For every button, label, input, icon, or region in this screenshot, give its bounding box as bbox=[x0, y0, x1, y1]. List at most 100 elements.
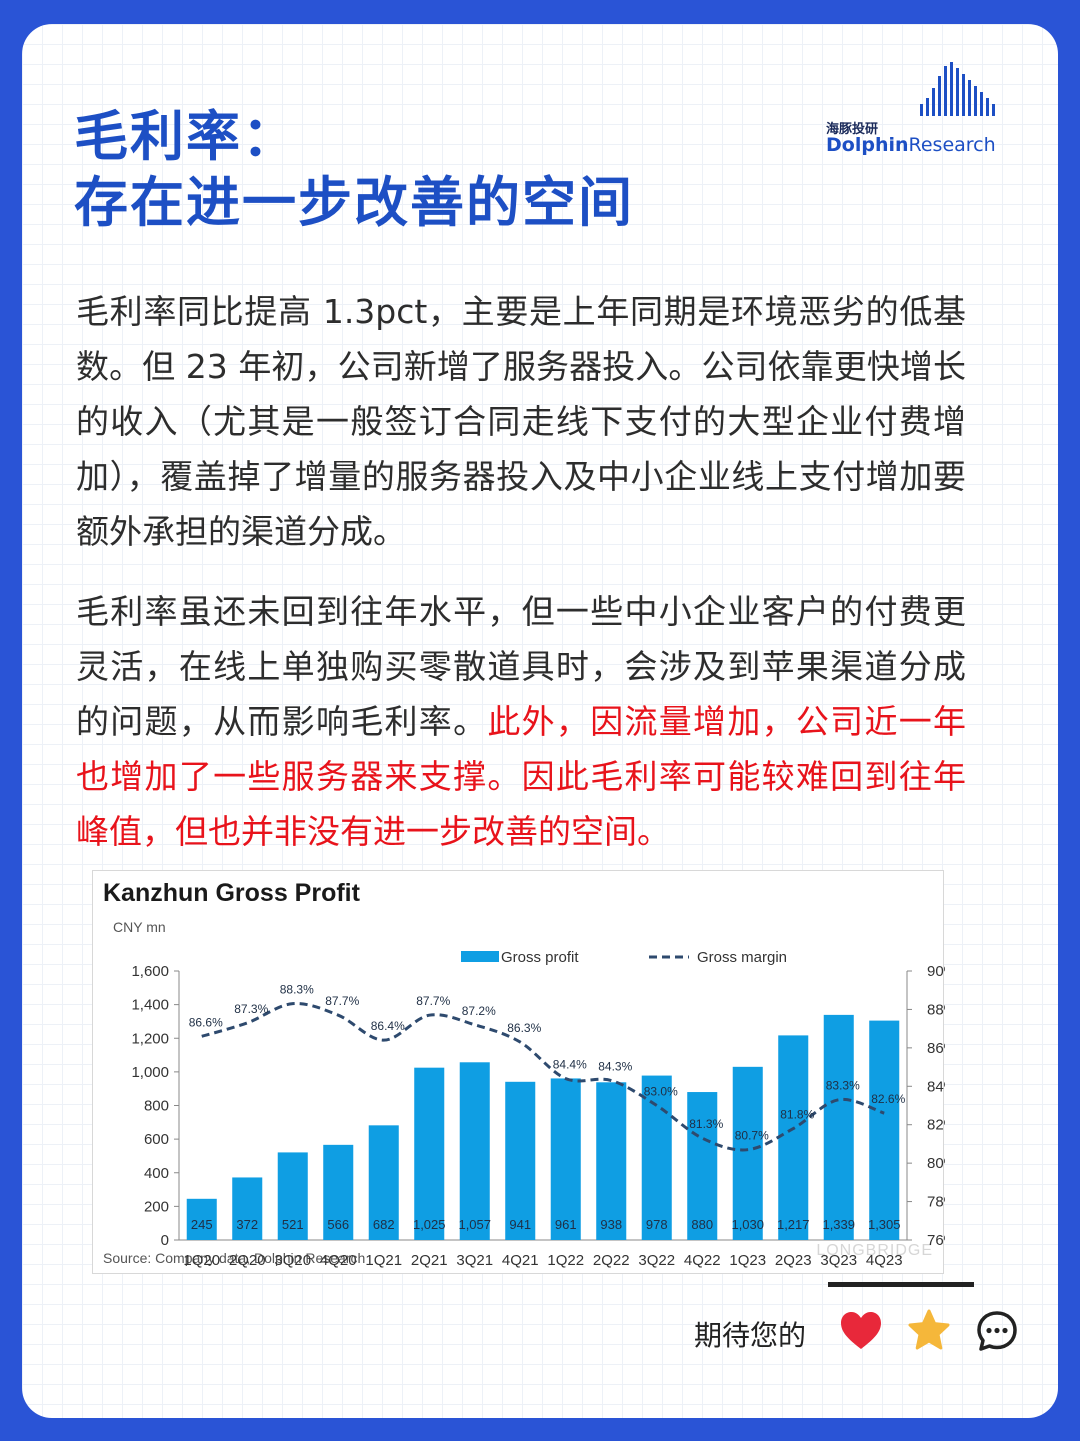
y-left-tick-label: 600 bbox=[144, 1131, 169, 1148]
heart-icon[interactable] bbox=[838, 1308, 884, 1354]
paragraph-1: 毛利率同比提高 1.3pct，主要是上年同期是环境恶劣的低基数。但 23 年初，… bbox=[76, 292, 966, 551]
y-left-tick-label: 1,600 bbox=[131, 963, 169, 980]
margin-value-label: 86.3% bbox=[507, 1021, 541, 1035]
chart-source: Source: Company data, Dolphin Research bbox=[103, 1250, 365, 1266]
logo-bars-icon bbox=[920, 62, 995, 116]
star-icon[interactable] bbox=[906, 1308, 952, 1354]
title-line-1: 毛利率： bbox=[74, 105, 298, 168]
margin-value-label: 80.7% bbox=[735, 1129, 769, 1143]
x-tick-label: 3Q23 bbox=[820, 1252, 857, 1269]
margin-value-label: 87.3% bbox=[234, 1002, 268, 1016]
chart-unit-label: CNY mn bbox=[113, 919, 166, 935]
y-right-tick-label: 82% bbox=[927, 1117, 945, 1134]
margin-value-label: 83.0% bbox=[644, 1085, 678, 1099]
footer-text: 期待您的 bbox=[694, 1319, 807, 1352]
legend-label-gross-profit: Gross profit bbox=[501, 949, 579, 966]
bar-value-label: 682 bbox=[373, 1217, 395, 1232]
x-tick-label: 2Q23 bbox=[775, 1252, 812, 1269]
bar-value-label: 372 bbox=[236, 1217, 258, 1232]
bar-gross-profit bbox=[368, 1125, 399, 1240]
margin-value-label: 84.4% bbox=[553, 1058, 587, 1072]
line-gross-margin bbox=[201, 1002, 885, 1152]
bar-value-label: 1,025 bbox=[413, 1217, 446, 1232]
bar-value-label: 978 bbox=[646, 1217, 668, 1232]
bar-gross-profit bbox=[277, 1152, 308, 1240]
margin-value-label: 88.3% bbox=[280, 983, 314, 997]
x-tick-label: 3Q20 bbox=[274, 1252, 311, 1269]
bar-value-label: 1,339 bbox=[822, 1217, 855, 1232]
y-left-tick-label: 1,000 bbox=[131, 1064, 169, 1081]
bar-gross-profit bbox=[641, 1075, 672, 1240]
paragraph-2-normal: 毛利率虽还未回到往年水平，但一些中小企业客户的付费更灵活，在线上单独购买零散道具… bbox=[76, 592, 966, 741]
margin-value-label: 87.7% bbox=[325, 994, 359, 1008]
bar-value-label: 245 bbox=[191, 1217, 213, 1232]
chart-title: Kanzhun Gross Profit bbox=[103, 879, 361, 907]
gross-profit-chart: Kanzhun Gross Profit CNY mn Source: Comp… bbox=[92, 870, 945, 1274]
bar-gross-profit bbox=[778, 1035, 809, 1240]
margin-value-label: 81.8% bbox=[780, 1108, 814, 1122]
bar-gross-profit bbox=[550, 1078, 581, 1240]
bar-gross-profit bbox=[505, 1081, 536, 1240]
bar-value-label: 941 bbox=[509, 1217, 531, 1232]
bar-gross-profit bbox=[596, 1082, 627, 1240]
comment-icon[interactable] bbox=[974, 1308, 1020, 1354]
y-right-tick-label: 76% bbox=[927, 1232, 945, 1249]
bar-gross-profit bbox=[186, 1198, 217, 1240]
chart-watermark: LONGBRIDGE bbox=[816, 1242, 933, 1259]
y-left-tick-label: 0 bbox=[161, 1232, 169, 1249]
margin-value-label: 86.6% bbox=[189, 1015, 223, 1029]
x-tick-label: 1Q21 bbox=[365, 1252, 402, 1269]
y-right-tick-label: 80% bbox=[927, 1155, 945, 1172]
bar-gross-profit bbox=[732, 1066, 763, 1240]
y-left-tick-label: 400 bbox=[144, 1165, 169, 1182]
legend-label-gross-margin: Gross margin bbox=[697, 949, 787, 966]
margin-value-label: 87.7% bbox=[416, 994, 450, 1008]
page-title: 毛利率： 存在进一步改善的空间 bbox=[74, 104, 634, 236]
logo-english-text: DolphinResearch bbox=[826, 134, 996, 156]
bar-gross-profit bbox=[323, 1144, 354, 1240]
bar-gross-profit bbox=[414, 1067, 445, 1240]
dolphin-research-logo: 海豚投研 DolphinResearch bbox=[826, 60, 1006, 156]
x-tick-label: 4Q23 bbox=[866, 1252, 903, 1269]
x-tick-label: 1Q23 bbox=[729, 1252, 766, 1269]
title-line-2: 存在进一步改善的空间 bbox=[74, 171, 634, 234]
y-left-tick-label: 800 bbox=[144, 1098, 169, 1115]
paragraph-2-highlight: 此外，因流量增加，公司近一年也增加了一些服务器来支撑。因此毛利率可能较难回到往年… bbox=[76, 702, 967, 851]
y-right-tick-label: 84% bbox=[927, 1078, 945, 1095]
x-tick-label: 2Q21 bbox=[411, 1252, 448, 1269]
bar-value-label: 880 bbox=[691, 1217, 713, 1232]
bar-gross-profit bbox=[823, 1014, 854, 1240]
x-tick-label: 4Q22 bbox=[684, 1252, 721, 1269]
logo-en-part-b: Research bbox=[908, 134, 996, 156]
logo-chinese-text: 海豚投研 bbox=[826, 122, 879, 137]
y-left-tick-label: 200 bbox=[144, 1198, 169, 1215]
logo-en-part-a: Dolphin bbox=[826, 134, 909, 156]
margin-value-label: 82.6% bbox=[871, 1092, 905, 1106]
paragraph-2: 毛利率虽还未回到往年水平，但一些中小企业客户的付费更灵活，在线上单独购买零散道具… bbox=[76, 584, 966, 859]
bar-value-label: 961 bbox=[555, 1217, 577, 1232]
legend-swatch-gross-profit bbox=[461, 951, 499, 962]
bar-value-label: 938 bbox=[600, 1217, 622, 1232]
x-tick-label: 3Q21 bbox=[456, 1252, 493, 1269]
bar-value-label: 521 bbox=[282, 1217, 304, 1232]
y-left-tick-label: 1,200 bbox=[131, 1030, 169, 1047]
y-right-tick-label: 86% bbox=[927, 1040, 945, 1057]
x-tick-label: 2Q22 bbox=[593, 1252, 630, 1269]
y-left-tick-label: 1,400 bbox=[131, 997, 169, 1014]
bar-gross-profit bbox=[869, 1020, 900, 1240]
x-tick-label: 2Q20 bbox=[229, 1252, 266, 1269]
bar-value-label: 566 bbox=[327, 1217, 349, 1232]
margin-value-label: 87.2% bbox=[462, 1004, 496, 1018]
x-tick-label: 4Q20 bbox=[320, 1252, 357, 1269]
bar-value-label: 1,217 bbox=[777, 1217, 810, 1232]
y-right-tick-label: 88% bbox=[927, 1001, 945, 1018]
margin-value-label: 86.4% bbox=[371, 1019, 405, 1033]
bar-value-label: 1,057 bbox=[458, 1217, 491, 1232]
footer-divider bbox=[828, 1282, 974, 1287]
bar-value-label: 1,030 bbox=[731, 1217, 764, 1232]
chart-svg: Kanzhun Gross Profit CNY mn Source: Comp… bbox=[103, 879, 945, 1269]
margin-value-label: 83.3% bbox=[826, 1079, 860, 1093]
x-tick-label: 3Q22 bbox=[638, 1252, 675, 1269]
x-tick-label: 1Q22 bbox=[547, 1252, 584, 1269]
bar-gross-profit bbox=[459, 1062, 490, 1240]
